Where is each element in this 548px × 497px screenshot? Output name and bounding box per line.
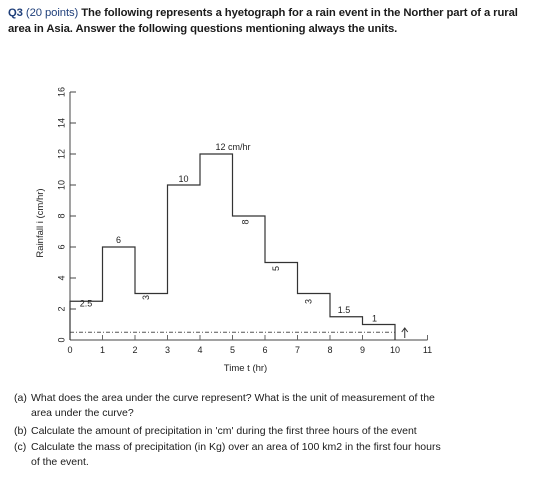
bar bbox=[103, 247, 136, 340]
y-tick-label: 12 bbox=[56, 149, 66, 159]
x-tick-label: 8 bbox=[327, 345, 332, 355]
sub-question-line: What does the area under the curve repre… bbox=[31, 392, 435, 404]
x-tick-label: 1 bbox=[100, 345, 105, 355]
x-tick-label: 5 bbox=[230, 345, 235, 355]
sub-question-letter: (c) bbox=[14, 441, 27, 453]
x-tick-label: 0 bbox=[67, 345, 72, 355]
sub-question-letter: (a) bbox=[14, 392, 27, 404]
question-header: Q3 (20 points) The following represents … bbox=[8, 5, 540, 37]
bar-value-label: 3 bbox=[141, 295, 151, 300]
y-tick-label: 14 bbox=[56, 118, 66, 128]
y-tick-label: 0 bbox=[56, 337, 66, 342]
y-axis-title: Rainfall i (cm/hr) bbox=[35, 188, 46, 257]
sub-question-line: area under the curve? bbox=[31, 407, 134, 419]
bar-value-label: 3 bbox=[304, 299, 314, 304]
x-axis-title: Time t (hr) bbox=[224, 363, 267, 374]
x-tick-label: 4 bbox=[197, 345, 202, 355]
bar-value-label: 12 cm/hr bbox=[215, 142, 250, 152]
x-tick-label: 2 bbox=[132, 345, 137, 355]
x-tick-label: 6 bbox=[262, 345, 267, 355]
bar-value-label: 5 bbox=[271, 266, 281, 271]
bar bbox=[330, 317, 363, 340]
sub-question-letter: (b) bbox=[14, 425, 27, 437]
question-text: The following represents a hyetograph fo… bbox=[8, 7, 518, 35]
sub-question-text: What does the area under the curve repre… bbox=[31, 391, 435, 421]
bar bbox=[135, 294, 168, 341]
bar bbox=[168, 185, 201, 340]
hyetograph-outline bbox=[69, 153, 396, 340]
question-points: (20 points) bbox=[25, 7, 79, 19]
y-tick-label: 2 bbox=[56, 306, 66, 311]
x-tick-label: 10 bbox=[390, 345, 400, 355]
x-tick-label: 3 bbox=[165, 345, 170, 355]
y-tick-label: 16 bbox=[56, 87, 66, 97]
x-tick-label: 11 bbox=[423, 345, 432, 355]
pointer-arrow-icon bbox=[401, 327, 409, 338]
y-tick-label: 10 bbox=[56, 180, 66, 190]
sub-question-text: Calculate the mass of precipitation (in … bbox=[31, 440, 441, 470]
sub-question-line: of the event. bbox=[31, 456, 89, 468]
bar bbox=[265, 263, 298, 341]
y-tick-label: 6 bbox=[56, 244, 66, 249]
bar-value-label: 8 bbox=[241, 219, 251, 224]
bar bbox=[200, 154, 233, 340]
bar-value-label: 10 bbox=[178, 174, 188, 184]
bar-value-label: 1 bbox=[372, 314, 377, 324]
bar-value-label: 2.5 bbox=[80, 298, 93, 308]
question-number: Q3 bbox=[8, 7, 23, 19]
y-tick-label: 8 bbox=[56, 213, 66, 218]
bar bbox=[363, 325, 396, 341]
y-tick-label: 4 bbox=[56, 275, 66, 280]
bar-value-label: 6 bbox=[116, 235, 121, 245]
sub-question-line: Calculate the amount of precipitation in… bbox=[31, 425, 417, 437]
x-tick-label: 9 bbox=[360, 345, 365, 355]
x-tick-label: 7 bbox=[295, 345, 300, 355]
bar bbox=[298, 294, 331, 341]
bar-value-label: 1.5 bbox=[338, 305, 351, 315]
sub-question-text: Calculate the amount of precipitation in… bbox=[31, 424, 417, 439]
bar bbox=[233, 216, 266, 340]
sub-question-line: Calculate the mass of precipitation (in … bbox=[31, 441, 441, 453]
